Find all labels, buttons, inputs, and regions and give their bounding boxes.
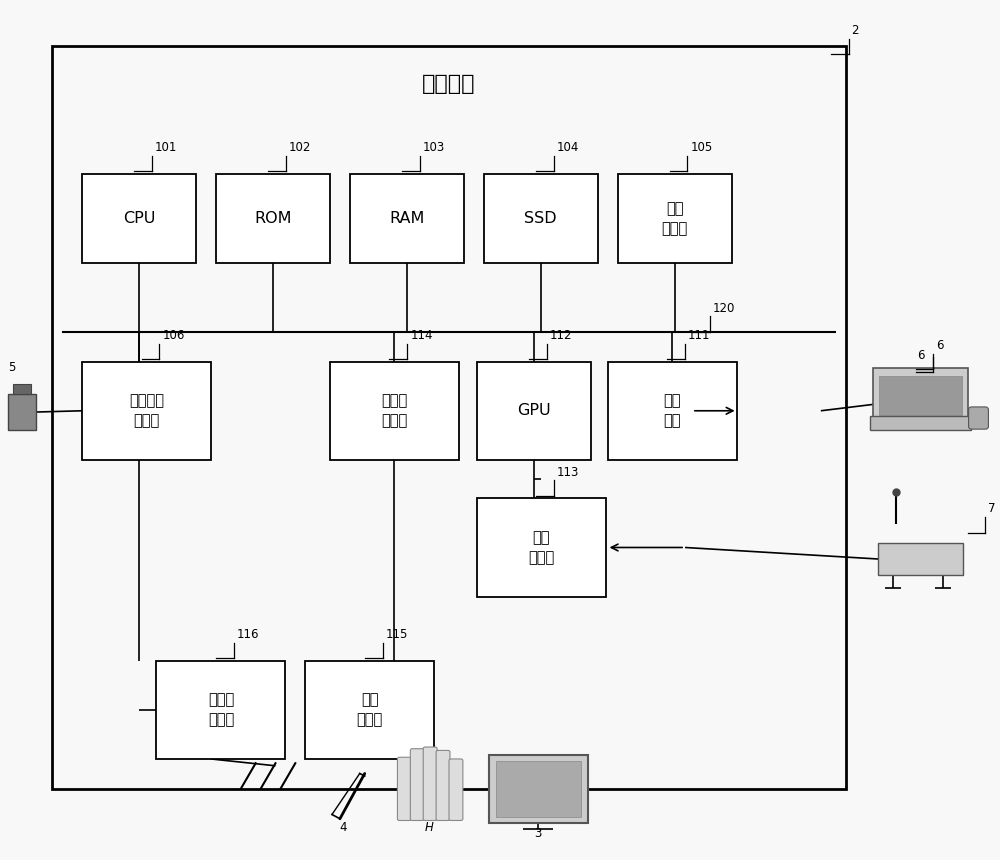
Bar xyxy=(618,174,732,263)
Text: 105: 105 xyxy=(690,141,713,154)
Text: 116: 116 xyxy=(237,628,259,641)
Text: CPU: CPU xyxy=(123,211,155,226)
Text: 传感器
控制器: 传感器 控制器 xyxy=(381,393,408,428)
Text: 5: 5 xyxy=(8,361,15,374)
Text: RAM: RAM xyxy=(389,211,425,226)
Text: SSD: SSD xyxy=(524,211,557,226)
Text: GPU: GPU xyxy=(517,403,551,418)
Bar xyxy=(489,755,588,823)
Text: 115: 115 xyxy=(386,628,408,641)
Bar xyxy=(13,384,31,394)
Bar xyxy=(8,394,36,430)
Text: 103: 103 xyxy=(423,141,445,154)
Bar xyxy=(496,760,581,817)
Text: 114: 114 xyxy=(410,329,433,342)
Text: 外部存储
控制器: 外部存储 控制器 xyxy=(129,393,164,428)
Text: 113: 113 xyxy=(557,466,579,479)
Bar xyxy=(870,416,971,430)
Bar xyxy=(330,362,459,460)
Text: ROM: ROM xyxy=(254,211,292,226)
Bar xyxy=(879,376,962,415)
Text: 6: 6 xyxy=(917,348,924,362)
Bar xyxy=(873,368,968,420)
Bar xyxy=(216,174,330,263)
Text: 捕获
设备: 捕获 设备 xyxy=(663,393,681,428)
Text: 102: 102 xyxy=(289,141,311,154)
Text: 7: 7 xyxy=(988,502,996,515)
FancyBboxPatch shape xyxy=(410,749,424,820)
Bar xyxy=(477,498,606,597)
Bar xyxy=(477,362,591,460)
Bar xyxy=(52,46,846,789)
FancyBboxPatch shape xyxy=(423,747,437,820)
Bar xyxy=(878,543,963,575)
Text: 4: 4 xyxy=(339,821,347,834)
Text: 3: 3 xyxy=(535,827,542,840)
Text: H: H xyxy=(425,821,434,834)
Text: 120: 120 xyxy=(713,302,735,315)
Text: 2: 2 xyxy=(852,24,859,37)
Text: 电子黑板: 电子黑板 xyxy=(422,74,476,94)
Text: 电子笔
控制器: 电子笔 控制器 xyxy=(208,692,234,728)
Bar xyxy=(305,660,434,759)
Text: 104: 104 xyxy=(557,141,579,154)
Text: 112: 112 xyxy=(550,329,572,342)
FancyBboxPatch shape xyxy=(449,759,463,820)
Text: 106: 106 xyxy=(162,329,185,342)
FancyBboxPatch shape xyxy=(436,751,450,820)
Text: 111: 111 xyxy=(688,329,710,342)
Text: 显示
控制器: 显示 控制器 xyxy=(528,530,554,565)
Text: 101: 101 xyxy=(155,141,177,154)
Text: 接触
传感器: 接触 传感器 xyxy=(357,692,383,728)
FancyBboxPatch shape xyxy=(397,758,411,820)
Bar xyxy=(484,174,598,263)
Text: 6: 6 xyxy=(936,339,944,353)
FancyBboxPatch shape xyxy=(969,407,988,429)
Bar xyxy=(350,174,464,263)
Bar xyxy=(82,174,196,263)
Bar xyxy=(82,362,211,460)
Text: 网络
控制器: 网络 控制器 xyxy=(661,201,688,236)
Bar xyxy=(608,362,737,460)
Bar xyxy=(156,660,285,759)
